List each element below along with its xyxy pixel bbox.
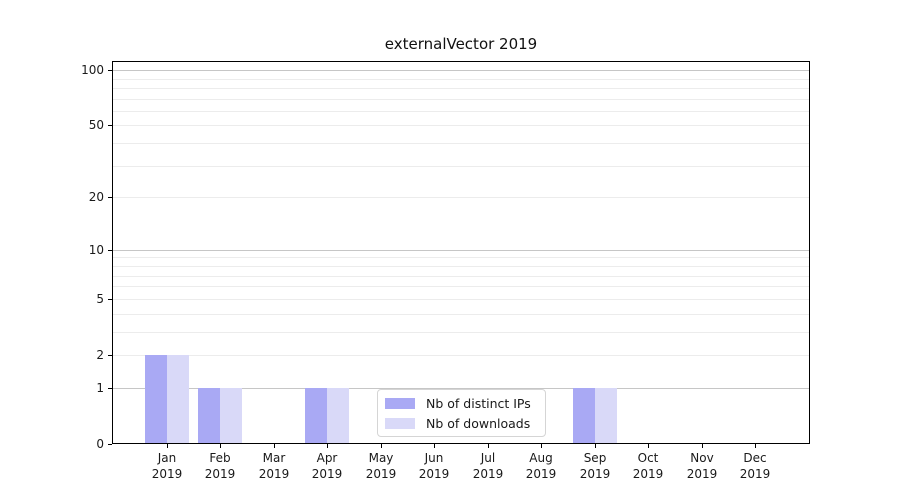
bar-downloads-jan <box>167 355 189 443</box>
gridline-7 <box>113 276 809 277</box>
gridline-3 <box>113 332 809 333</box>
x-tick-label-mar: Mar 2019 <box>258 451 290 481</box>
legend-swatch-distinct-ips <box>385 397 415 409</box>
x-tick-mark <box>648 444 649 448</box>
y-tick-mark <box>108 125 112 126</box>
x-tick-label-nov: Nov 2019 <box>686 451 718 481</box>
x-tick-mark <box>327 444 328 448</box>
y-tick-mark <box>108 388 112 389</box>
bar-distinct-ips-feb <box>198 388 221 443</box>
bar-downloads-sep <box>594 388 617 443</box>
y-tick-mark <box>108 444 112 445</box>
legend-item-downloads: Nb of downloads <box>385 416 537 431</box>
legend-label-downloads: Nb of downloads <box>426 415 531 431</box>
x-tick-mark <box>595 444 596 448</box>
x-tick-mark <box>274 444 275 448</box>
y-tick-label-50: 50 <box>88 118 104 132</box>
y-tick-label-10: 10 <box>88 243 104 257</box>
legend-item-distinct-ips: Nb of distinct IPs <box>385 396 537 411</box>
x-tick-label-oct: Oct 2019 <box>632 451 664 481</box>
y-tick-label-100: 100 <box>81 63 104 77</box>
y-tick-label-20: 20 <box>88 190 104 204</box>
gridline-60 <box>113 111 809 112</box>
legend-swatch-downloads <box>385 417 415 429</box>
x-tick-label-aug: Aug 2019 <box>525 451 557 481</box>
bar-downloads-apr <box>327 388 350 443</box>
gridline-1 <box>113 388 809 389</box>
gridline-90 <box>113 79 809 80</box>
x-tick-label-dec: Dec 2019 <box>739 451 771 481</box>
bar-distinct-ips-apr <box>305 388 328 443</box>
plot-area <box>112 61 810 444</box>
y-tick-mark <box>108 299 112 300</box>
x-tick-mark <box>488 444 489 448</box>
legend-label-distinct-ips: Nb of distinct IPs <box>426 395 531 411</box>
x-tick-label-sep: Sep 2019 <box>579 451 611 481</box>
gridline-80 <box>113 88 809 89</box>
x-tick-label-jan: Jan 2019 <box>151 451 183 481</box>
y-tick-mark <box>108 250 112 251</box>
x-tick-label-jun: Jun 2019 <box>418 451 450 481</box>
gridline-50 <box>113 125 809 126</box>
x-tick-mark <box>434 444 435 448</box>
gridline-8 <box>113 266 809 267</box>
x-tick-mark <box>755 444 756 448</box>
gridline-100 <box>113 70 809 71</box>
gridline-5 <box>113 299 809 300</box>
bar-distinct-ips-jan <box>145 355 167 443</box>
bars-layer <box>113 62 809 443</box>
bar-downloads-feb <box>220 388 243 443</box>
legend: Nb of distinct IPs Nb of downloads <box>377 389 546 437</box>
gridline-40 <box>113 143 809 144</box>
y-tick-label-0: 0 <box>96 437 104 451</box>
gridline-30 <box>113 166 809 167</box>
y-tick-label-1: 1 <box>96 381 104 395</box>
x-tick-label-may: May 2019 <box>365 451 397 481</box>
gridline-2 <box>113 355 809 356</box>
gridline-4 <box>113 314 809 315</box>
x-tick-mark <box>381 444 382 448</box>
gridlines-layer <box>113 62 809 443</box>
x-tick-mark <box>220 444 221 448</box>
y-tick-label-2: 2 <box>96 348 104 362</box>
gridline-20 <box>113 197 809 198</box>
gridline-70 <box>113 99 809 100</box>
y-tick-mark <box>108 355 112 356</box>
x-tick-mark <box>702 444 703 448</box>
y-tick-mark <box>108 197 112 198</box>
gridline-6 <box>113 286 809 287</box>
y-tick-label-5: 5 <box>96 292 104 306</box>
x-tick-label-feb: Feb 2019 <box>204 451 236 481</box>
x-tick-mark <box>167 444 168 448</box>
y-tick-mark <box>108 70 112 71</box>
x-tick-label-apr: Apr 2019 <box>311 451 343 481</box>
x-tick-mark <box>541 444 542 448</box>
chart-title: externalVector 2019 <box>384 35 538 53</box>
gridline-10 <box>113 250 809 251</box>
bar-distinct-ips-sep <box>572 388 595 443</box>
gridline-9 <box>113 257 809 258</box>
x-tick-label-jul: Jul 2019 <box>472 451 504 481</box>
